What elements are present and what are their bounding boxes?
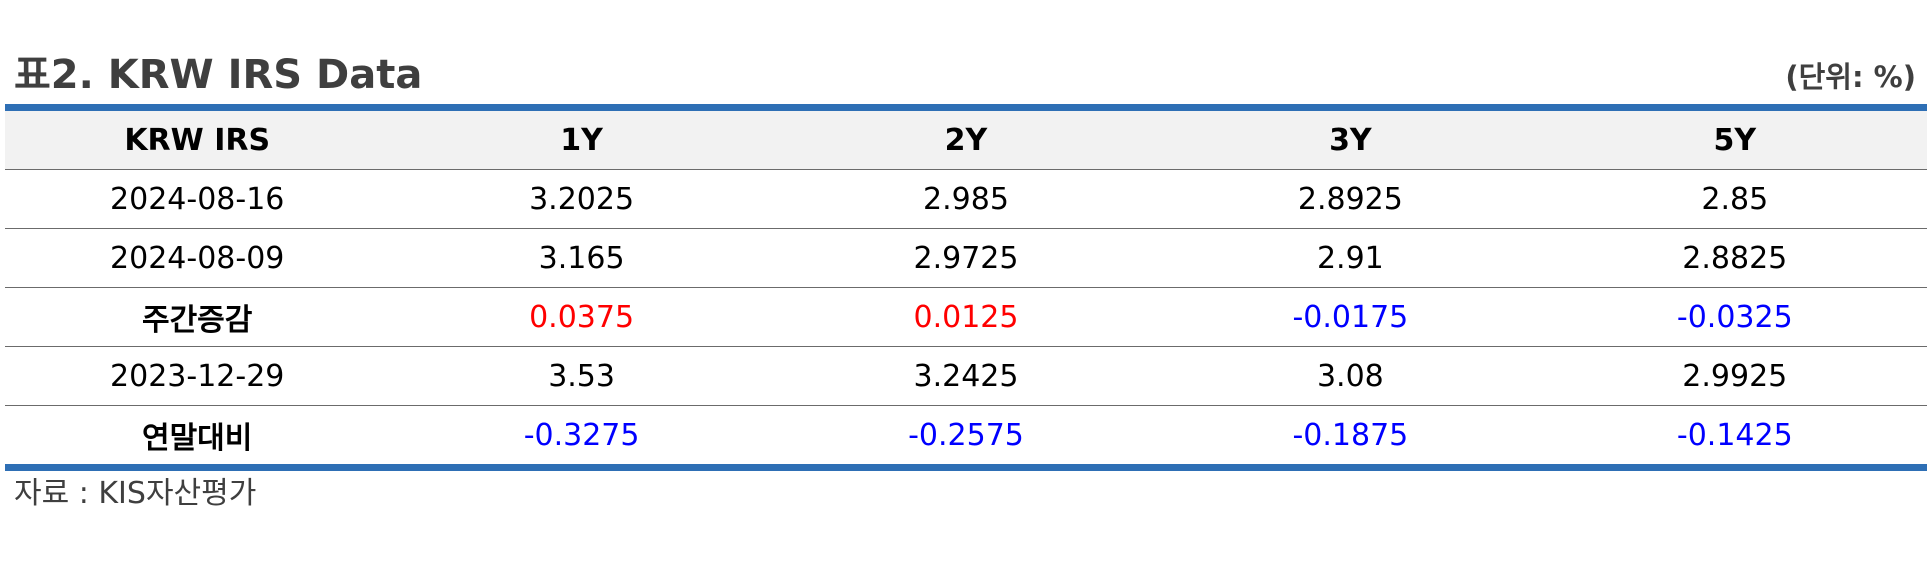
- column-header-2y: 2Y: [773, 107, 1159, 170]
- table-row: 연말대비 -0.3275 -0.2575 -0.1875 -0.1425: [5, 406, 1927, 468]
- table-row: 2024-08-16 3.2025 2.985 2.8925 2.85: [5, 169, 1927, 229]
- table-cell: 3.2425: [773, 346, 1159, 406]
- table-cell: 2.9725: [773, 228, 1159, 288]
- table-row: 2024-08-09 3.165 2.9725 2.91 2.8825: [5, 228, 1927, 288]
- source-note: 자료 : KIS자산평가: [14, 476, 257, 511]
- table-cell: 3.165: [389, 228, 774, 288]
- table-cell: -0.3275: [523, 417, 640, 453]
- table-row: 주간증감 0.0375 0.0125 -0.0175 -0.0325: [5, 287, 1927, 347]
- table-cell: -0.0175: [1158, 287, 1543, 347]
- table-cell: -0.0325: [1542, 287, 1927, 347]
- table-cell: 3.08: [1158, 346, 1543, 406]
- table-cell: 2.985: [773, 169, 1159, 229]
- table-cell: 3.53: [389, 346, 774, 406]
- table-cell: 0.0375: [389, 287, 774, 347]
- table-cell: -0.1875: [1292, 417, 1409, 453]
- table-header: 표2. KRW IRS Data (단위: %): [14, 48, 1916, 104]
- table-cell: 0.0125: [773, 287, 1159, 347]
- table-cell: 3.2025: [389, 169, 774, 229]
- row-label: 2024-08-16: [5, 169, 390, 229]
- column-header-5y: 5Y: [1542, 107, 1927, 170]
- irs-table: KRW IRS 1Y 2Y 3Y 5Y 2024-08-16 3.2025 2.…: [5, 104, 1927, 471]
- column-header-3y: 3Y: [1158, 107, 1543, 170]
- table-cell: 2.91: [1158, 228, 1543, 288]
- table-cell: -0.1425: [1676, 417, 1793, 453]
- table-cell: 2.8925: [1158, 169, 1543, 229]
- table-row: 2023-12-29 3.53 3.2425 3.08 2.9925: [5, 346, 1927, 406]
- header-row: KRW IRS 1Y 2Y 3Y 5Y: [5, 107, 1927, 170]
- table-cell: 2.8825: [1542, 228, 1927, 288]
- table-title: 표2. KRW IRS Data: [14, 52, 423, 98]
- irs-table-container: KRW IRS 1Y 2Y 3Y 5Y 2024-08-16 3.2025 2.…: [5, 104, 1927, 471]
- row-label: 주간증감: [5, 287, 390, 347]
- column-header-krw-irs: KRW IRS: [5, 107, 390, 170]
- unit-label: (단위: %): [1785, 60, 1916, 94]
- column-header-1y: 1Y: [389, 107, 774, 170]
- row-label: 2023-12-29: [5, 346, 390, 406]
- table-cell: -0.2575: [908, 417, 1024, 453]
- table-cell: 2.9925: [1542, 346, 1927, 406]
- row-label: 2024-08-09: [5, 228, 390, 288]
- row-label: 연말대비: [141, 421, 253, 456]
- table-cell: 2.85: [1542, 169, 1927, 229]
